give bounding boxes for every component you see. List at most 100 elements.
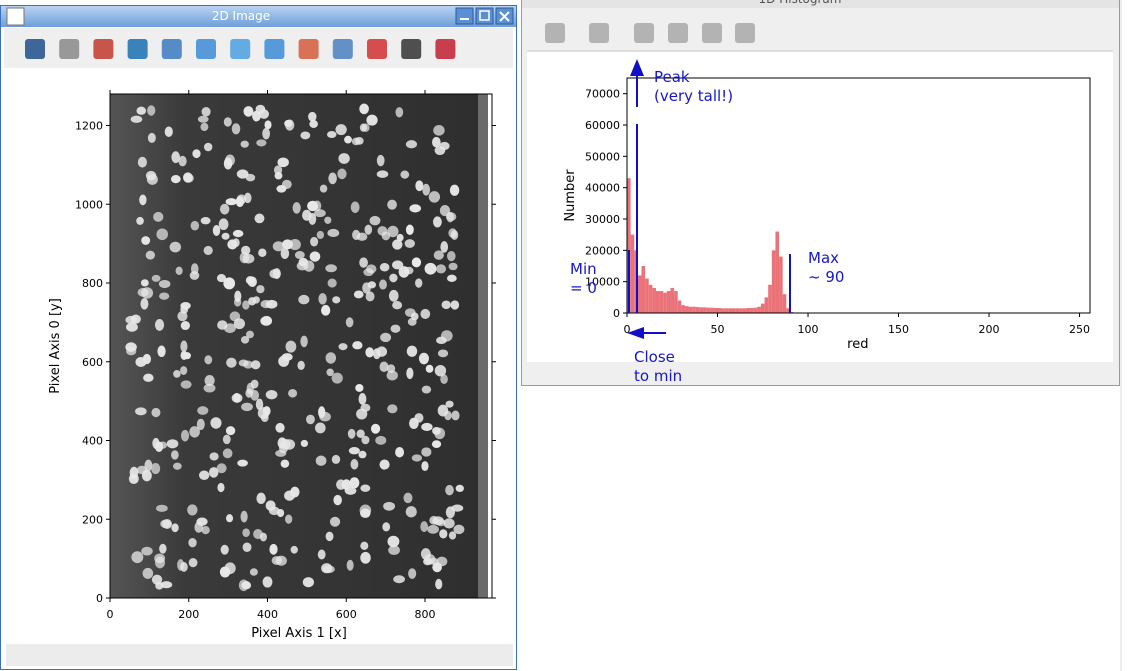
cell	[238, 579, 249, 592]
toolbar-button[interactable]	[332, 39, 353, 59]
cell	[159, 543, 167, 554]
toolbar-button[interactable]	[127, 39, 148, 59]
cell	[335, 124, 347, 136]
cell	[283, 439, 296, 450]
cell	[360, 484, 371, 492]
cell	[225, 426, 236, 436]
cell	[258, 248, 267, 258]
toolbar-button[interactable]	[634, 23, 654, 43]
cell	[392, 239, 403, 250]
cell	[204, 375, 215, 387]
cell	[315, 455, 327, 466]
cell	[308, 212, 317, 225]
toolbar-button[interactable]	[93, 39, 114, 59]
y-tick-label: 400	[82, 435, 103, 448]
cell	[325, 352, 337, 364]
y-tick-label: 600	[82, 356, 103, 369]
annotation-text: to min	[634, 367, 682, 385]
cell	[126, 347, 137, 356]
cell	[421, 422, 433, 431]
cell	[178, 155, 187, 167]
toolbar-button[interactable]	[25, 39, 45, 59]
toolbar-button[interactable]	[367, 39, 387, 59]
cell	[226, 357, 237, 368]
cell	[250, 360, 261, 370]
cell	[242, 300, 250, 310]
cell	[359, 103, 369, 115]
cell	[170, 450, 179, 460]
cell	[254, 213, 265, 224]
minimize-button[interactable]	[455, 7, 474, 25]
toolbar-button[interactable]	[298, 39, 319, 59]
histogram-bar	[779, 256, 783, 313]
cell	[327, 278, 337, 288]
annotation-text: Min	[570, 260, 597, 278]
y-axis-label: Number	[563, 169, 578, 222]
toolbar-button[interactable]	[161, 39, 182, 59]
toolbar-button[interactable]	[735, 23, 755, 43]
cell	[425, 364, 434, 373]
cell	[169, 241, 182, 253]
toolbar-button[interactable]	[196, 39, 216, 59]
cell	[188, 537, 197, 548]
y-axis-label: Pixel Axis 0 [y]	[48, 298, 63, 394]
cell	[356, 232, 368, 241]
cell	[300, 439, 309, 448]
cell	[217, 482, 225, 493]
cell	[331, 454, 341, 464]
cell	[448, 228, 457, 238]
cell	[284, 490, 295, 501]
cell	[147, 132, 156, 143]
toolbar-button[interactable]	[59, 39, 80, 59]
toolbar-button[interactable]	[702, 23, 722, 43]
cell	[351, 137, 361, 146]
cell	[411, 257, 422, 268]
toolbar-button[interactable]	[668, 23, 688, 43]
cell	[141, 236, 151, 245]
toolbar-button[interactable]	[435, 39, 456, 59]
cell	[388, 545, 400, 556]
toolbar-button[interactable]	[545, 23, 565, 43]
cell	[126, 322, 138, 332]
cell	[236, 169, 249, 179]
histogram-bar	[659, 291, 664, 313]
cell	[171, 151, 181, 164]
image-edge	[478, 94, 488, 598]
cell	[180, 366, 188, 375]
histogram-bar	[663, 292, 667, 313]
image-axes: 0 200 400 600 800 0 200 400 600 800 1000 1200 Pixel …	[48, 90, 496, 641]
status-bar	[6, 644, 513, 666]
histogram-bar	[757, 306, 761, 313]
y-tick-label: 200	[82, 513, 103, 526]
annotation-text: = 0	[570, 279, 597, 297]
toolbar-button[interactable]	[264, 39, 285, 59]
cell	[151, 463, 161, 475]
cell	[180, 321, 191, 331]
histogram-bar	[637, 275, 642, 313]
cell	[297, 360, 305, 371]
y-tick-label: 40000	[585, 182, 620, 195]
cell	[415, 180, 424, 192]
cell	[405, 506, 417, 518]
cell	[292, 202, 301, 214]
toolbar-button[interactable]	[589, 23, 609, 43]
toolbar-button[interactable]	[401, 39, 422, 59]
histogram-bar	[731, 308, 736, 313]
histogram-bar	[721, 308, 725, 313]
cell	[305, 414, 315, 425]
y-tick-label: 10000	[585, 276, 620, 289]
cell	[432, 516, 444, 526]
cell	[431, 440, 442, 448]
annotation-text: (very tall!)	[654, 87, 733, 105]
cell	[308, 111, 317, 122]
cell	[421, 385, 432, 394]
toolbar-button[interactable]	[230, 39, 251, 59]
histogram-bar	[760, 303, 765, 313]
cell	[349, 477, 360, 489]
y-tick-label: 0	[96, 592, 103, 605]
cell	[356, 429, 365, 438]
cell	[365, 347, 375, 358]
cell	[387, 199, 397, 210]
cell	[328, 172, 337, 185]
